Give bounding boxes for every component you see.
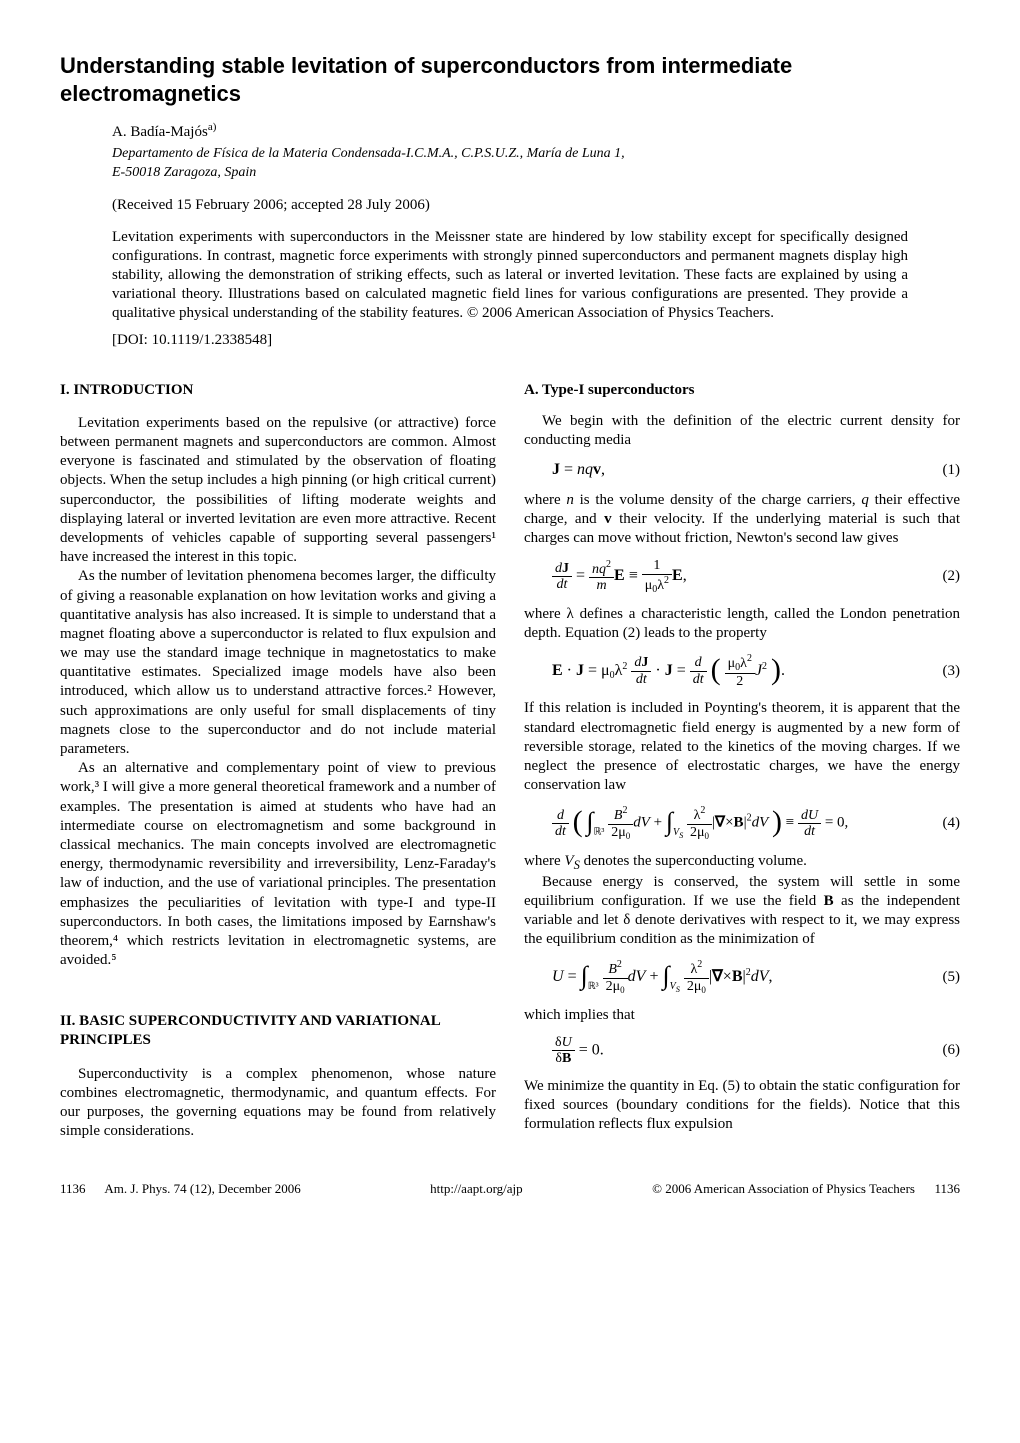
equation-4-number: (4) xyxy=(928,814,960,833)
intro-para-1: Levitation experiments based on the repu… xyxy=(60,414,496,568)
equation-6-body: δUδB = 0. xyxy=(552,1035,928,1067)
equation-1: J = nqv, (1) xyxy=(552,460,960,480)
equation-6: δUδB = 0. (6) xyxy=(552,1035,960,1067)
equation-1-body: J = nqv, xyxy=(552,460,928,480)
sec-a-para-5: where VS denotes the superconducting vol… xyxy=(524,852,960,873)
sec-a-para-3: where λ defines a characteristic length,… xyxy=(524,605,960,643)
equation-3-body: E · J = μ0λ2 dJdt · J = ddt ( μ0λ22J2 ). xyxy=(552,653,928,689)
sec-a-para-4: If this relation is included in Poynting… xyxy=(524,699,960,795)
page-footer: 1136 Am. J. Phys. 74 (12), December 2006… xyxy=(60,1181,960,1198)
abstract: Levitation experiments with superconduct… xyxy=(112,228,908,324)
author-superscript: a) xyxy=(208,121,217,133)
equation-1-number: (1) xyxy=(928,461,960,480)
equation-3-number: (3) xyxy=(928,662,960,681)
equation-2: dJdt = nq2mE ≡ 1μ0λ2E, (2) xyxy=(552,558,960,594)
abstract-text: Levitation experiments with superconduct… xyxy=(112,229,908,322)
equation-5: U = ∫ℝ³ B22μ0dV + ∫VS λ22μ0|∇×B|2dV, (5) xyxy=(552,959,960,995)
sec-a-para-1: We begin with the definition of the elec… xyxy=(524,412,960,450)
footer-left: 1136 Am. J. Phys. 74 (12), December 2006 xyxy=(60,1181,301,1198)
article-title: Understanding stable levitation of super… xyxy=(60,52,960,108)
affiliation-line-1: Departamento de Física de la Materia Con… xyxy=(112,145,960,163)
affiliation-line-2: E-50018 Zaragoza, Spain xyxy=(112,164,960,182)
equation-2-number: (2) xyxy=(928,567,960,586)
doi: [DOI: 10.1119/1.2338548] xyxy=(112,331,960,350)
sec2-para-1: Superconductivity is a complex phenomeno… xyxy=(60,1065,496,1142)
author-text: A. Badía-Majós xyxy=(112,124,208,140)
sec-a-para-7: which implies that xyxy=(524,1006,960,1025)
footer-right-page: 1136 xyxy=(934,1181,960,1196)
left-column: I. INTRODUCTION Levitation experiments b… xyxy=(60,375,496,1142)
intro-para-3: As an alternative and complementary poin… xyxy=(60,759,496,970)
footer-left-page: 1136 xyxy=(60,1181,86,1196)
received-line: (Received 15 February 2006; accepted 28 … xyxy=(112,196,960,215)
equation-5-number: (5) xyxy=(928,968,960,987)
p2b: is the volume density of the charge carr… xyxy=(574,492,861,508)
p5a: where xyxy=(524,853,564,869)
section-1-heading: I. INTRODUCTION xyxy=(60,381,496,400)
right-column: A. Type-I superconductors We begin with … xyxy=(524,375,960,1142)
equation-5-body: U = ∫ℝ³ B22μ0dV + ∫VS λ22μ0|∇×B|2dV, xyxy=(552,959,928,995)
author-name: A. Badía-Majósa) xyxy=(112,120,960,142)
equation-4: ddt ( ∫ℝ³ B22μ0dV + ∫VS λ22μ0|∇×B|2dV ) … xyxy=(552,805,960,841)
p5b: denotes the superconducting volume. xyxy=(580,853,807,869)
intro-para-2: As the number of levitation phenomena be… xyxy=(60,567,496,759)
two-column-layout: I. INTRODUCTION Levitation experiments b… xyxy=(60,375,960,1142)
footer-right-copy: © 2006 American Association of Physics T… xyxy=(652,1181,915,1196)
subsection-a-heading: A. Type-I superconductors xyxy=(524,381,960,400)
sec-a-para-6: Because energy is conserved, the system … xyxy=(524,873,960,950)
footer-left-cite: Am. J. Phys. 74 (12), December 2006 xyxy=(104,1181,300,1196)
equation-3: E · J = μ0λ2 dJdt · J = ddt ( μ0λ22J2 ).… xyxy=(552,653,960,689)
sec-a-para-8: We minimize the quantity in Eq. (5) to o… xyxy=(524,1077,960,1135)
equation-6-number: (6) xyxy=(928,1041,960,1060)
footer-right: © 2006 American Association of Physics T… xyxy=(652,1181,960,1198)
p2a: where xyxy=(524,492,566,508)
footer-center: http://aapt.org/ajp xyxy=(430,1181,523,1198)
equation-2-body: dJdt = nq2mE ≡ 1μ0λ2E, xyxy=(552,558,928,594)
author-block: A. Badía-Majósa) Departamento de Física … xyxy=(112,120,960,182)
section-2-heading: II. BASIC SUPERCONDUCTIVITY AND VARIATIO… xyxy=(60,1012,496,1050)
sec-a-para-2: where n is the volume density of the cha… xyxy=(524,491,960,549)
equation-4-body: ddt ( ∫ℝ³ B22μ0dV + ∫VS λ22μ0|∇×B|2dV ) … xyxy=(552,805,928,841)
